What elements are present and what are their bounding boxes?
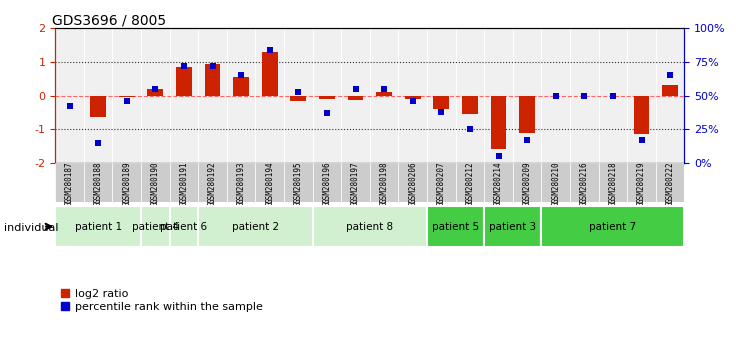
Text: GSM280187: GSM280187 bbox=[65, 161, 74, 203]
Bar bbox=[456, 163, 484, 202]
Bar bbox=[342, 163, 369, 202]
Bar bbox=[376, 92, 392, 96]
Bar bbox=[255, 163, 284, 202]
Text: GSM280212: GSM280212 bbox=[465, 161, 475, 203]
Bar bbox=[513, 163, 542, 202]
Bar bbox=[484, 206, 542, 247]
Bar bbox=[427, 206, 484, 247]
Text: patient 8: patient 8 bbox=[346, 222, 394, 232]
Bar bbox=[313, 206, 427, 247]
Bar bbox=[262, 52, 277, 96]
Text: GSM280197: GSM280197 bbox=[351, 161, 360, 203]
Text: GSM280193: GSM280193 bbox=[236, 161, 246, 203]
Bar bbox=[141, 163, 169, 202]
Bar bbox=[434, 96, 449, 109]
Bar bbox=[291, 96, 306, 101]
Text: patient 5: patient 5 bbox=[432, 222, 479, 232]
Bar bbox=[113, 163, 141, 202]
Legend: log2 ratio, percentile rank within the sample: log2 ratio, percentile rank within the s… bbox=[61, 289, 263, 312]
Bar bbox=[520, 96, 535, 133]
Text: GSM280207: GSM280207 bbox=[437, 161, 446, 203]
Bar bbox=[198, 163, 227, 202]
Bar bbox=[491, 96, 506, 149]
Text: patient 6: patient 6 bbox=[160, 222, 208, 232]
Text: GSM280198: GSM280198 bbox=[380, 161, 389, 203]
Bar bbox=[347, 96, 364, 99]
Text: GSM280214: GSM280214 bbox=[494, 161, 503, 203]
Bar bbox=[427, 163, 456, 202]
Bar bbox=[369, 163, 398, 202]
Bar bbox=[55, 206, 141, 247]
Bar bbox=[462, 96, 478, 114]
Bar bbox=[627, 163, 656, 202]
Text: GSM280196: GSM280196 bbox=[322, 161, 331, 203]
Bar bbox=[542, 206, 684, 247]
Bar bbox=[118, 96, 135, 97]
Text: patient 3: patient 3 bbox=[489, 222, 537, 232]
Text: patient 4: patient 4 bbox=[132, 222, 179, 232]
Text: patient 2: patient 2 bbox=[232, 222, 279, 232]
Bar bbox=[284, 163, 313, 202]
Bar bbox=[398, 163, 427, 202]
Text: GSM280188: GSM280188 bbox=[93, 161, 102, 203]
Text: patient 7: patient 7 bbox=[590, 222, 637, 232]
Bar bbox=[141, 206, 169, 247]
Text: GSM280219: GSM280219 bbox=[637, 161, 646, 203]
Text: GSM280195: GSM280195 bbox=[294, 161, 302, 203]
Bar bbox=[313, 163, 342, 202]
Text: GSM280190: GSM280190 bbox=[151, 161, 160, 203]
Bar bbox=[662, 86, 678, 96]
Bar bbox=[198, 206, 313, 247]
Bar bbox=[542, 163, 570, 202]
Text: GSM280189: GSM280189 bbox=[122, 161, 131, 203]
Bar bbox=[405, 96, 420, 99]
Bar bbox=[233, 77, 249, 96]
Text: GSM280192: GSM280192 bbox=[208, 161, 217, 203]
Text: GSM280222: GSM280222 bbox=[665, 161, 675, 203]
Bar bbox=[656, 163, 684, 202]
Text: GSM280210: GSM280210 bbox=[551, 161, 560, 203]
Text: individual: individual bbox=[4, 223, 58, 233]
Text: GSM280218: GSM280218 bbox=[609, 161, 618, 203]
Bar bbox=[319, 96, 335, 99]
Bar bbox=[570, 163, 598, 202]
Text: patient 1: patient 1 bbox=[74, 222, 121, 232]
Bar bbox=[147, 89, 163, 96]
Bar bbox=[169, 163, 198, 202]
Bar bbox=[227, 163, 255, 202]
Text: GSM280216: GSM280216 bbox=[580, 161, 589, 203]
Bar bbox=[84, 163, 113, 202]
Bar bbox=[91, 96, 106, 118]
Bar bbox=[55, 163, 84, 202]
Bar bbox=[484, 163, 513, 202]
Bar bbox=[598, 163, 627, 202]
Text: GSM280194: GSM280194 bbox=[265, 161, 275, 203]
Bar bbox=[176, 67, 192, 96]
Bar bbox=[634, 96, 649, 134]
Bar bbox=[169, 206, 198, 247]
Text: GSM280191: GSM280191 bbox=[180, 161, 188, 203]
Bar bbox=[205, 64, 220, 96]
Text: GSM280206: GSM280206 bbox=[408, 161, 417, 203]
Text: GSM280209: GSM280209 bbox=[523, 161, 531, 203]
Text: GDS3696 / 8005: GDS3696 / 8005 bbox=[52, 13, 166, 27]
